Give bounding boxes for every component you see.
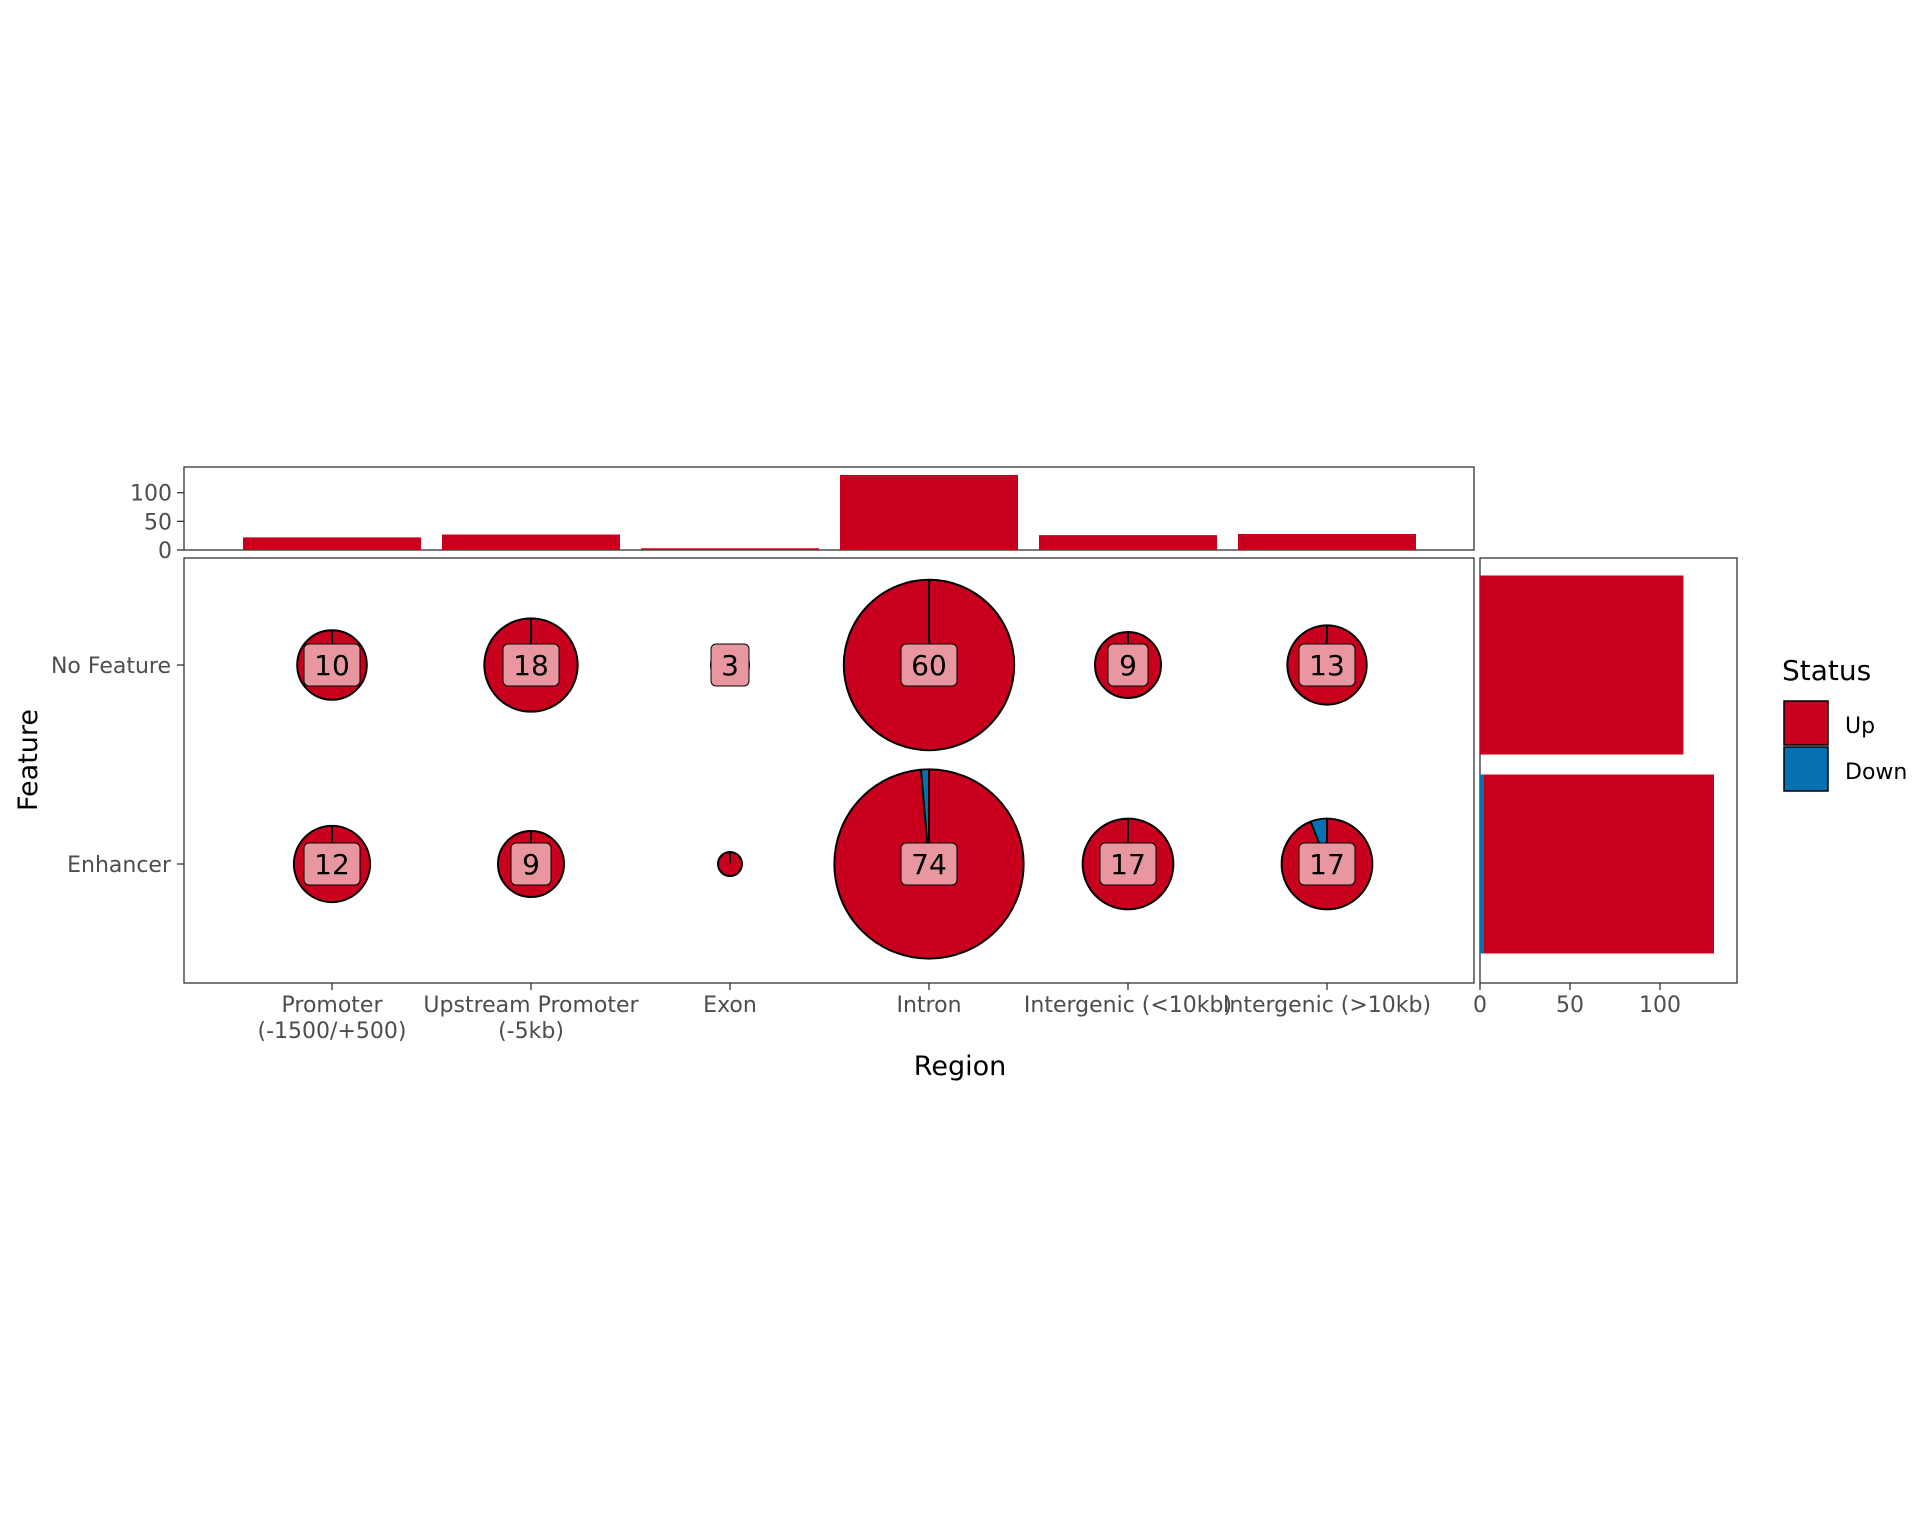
pie-count-label-box xyxy=(1298,842,1356,886)
x-tick-label: Intron xyxy=(896,993,961,1018)
x-axis-title: Region xyxy=(914,1051,1006,1082)
top-marginal-bar-panel: 0 50 100 xyxy=(130,466,1475,564)
legend-title: Status xyxy=(1782,654,1871,687)
top-bar-up-3 xyxy=(840,474,1018,550)
y-tick-label: No Feature xyxy=(51,654,171,679)
pie-count-label-box xyxy=(900,643,958,687)
x-tick-label: Intergenic (>10kb) xyxy=(1223,993,1431,1018)
scatter-pie: 13 xyxy=(1286,624,1368,706)
pie-count-label: 13 xyxy=(1309,649,1345,682)
legend-swatch-up xyxy=(1783,700,1829,746)
right-x-tick-label: 50 xyxy=(1556,993,1584,1018)
scatter-pie: 17 xyxy=(1280,817,1374,911)
top-bar-up-5 xyxy=(1238,533,1416,550)
right-bar-up-0 xyxy=(1480,575,1684,755)
top-bar-up-1 xyxy=(442,534,620,550)
pie-count-label: 60 xyxy=(911,649,947,682)
legend-label-up: Up xyxy=(1845,714,1875,739)
x-tick-label: Exon xyxy=(703,993,757,1018)
x-tick-label: Promoter (-1500/+500) xyxy=(258,993,407,1044)
top-y-tick-label: 100 xyxy=(130,482,172,507)
scatter-pie: 12 xyxy=(292,824,372,904)
pie-count-label-box xyxy=(710,643,750,687)
scatter-pie: 74 xyxy=(833,768,1025,960)
scatter-pie xyxy=(717,851,743,877)
right-x-tick-label: 100 xyxy=(1639,993,1681,1018)
right-marginal-bar-panel: 0 50 100 xyxy=(1473,557,1738,1018)
pie-count-label: 17 xyxy=(1110,848,1146,881)
pie-count-label: 9 xyxy=(1119,649,1137,682)
scatter-pie: 60 xyxy=(842,578,1016,752)
scatter-pie: 10 xyxy=(296,629,368,701)
pie-count-label-box xyxy=(303,643,361,687)
pie-count-label-box xyxy=(303,842,361,886)
pie-count-label-box xyxy=(900,842,958,886)
y-axis-title: Feature xyxy=(13,709,44,811)
top-bar-up-0 xyxy=(243,537,421,550)
pie-count-label-box xyxy=(502,643,560,687)
pie-count-label: 17 xyxy=(1309,848,1345,881)
right-bar-down-1 xyxy=(1480,774,1484,954)
legend-label-down: Down xyxy=(1845,760,1907,785)
legend: Status Up Down xyxy=(1782,654,1907,792)
pie-count-label: 18 xyxy=(513,649,549,682)
legend-swatch-down xyxy=(1783,746,1829,792)
scatter-pie-panel: 10 18 3 60 9 13 12 9 74 17 17 Promoter (-1500/+500)… xyxy=(13,557,1475,1082)
scatter-pie: 18 xyxy=(483,617,579,713)
scatter-pie: 3 xyxy=(709,643,751,687)
x-tick-label: Intergenic (<10kb) xyxy=(1024,993,1232,1018)
x-tick-label: Upstream Promoter (-5kb) xyxy=(423,993,639,1044)
y-tick-label: Enhancer xyxy=(67,853,172,878)
scatter-pie: 9 xyxy=(1094,631,1162,699)
pie-count-label-box xyxy=(1099,842,1157,886)
pie-count-label-box xyxy=(1298,643,1356,687)
main-panel-border xyxy=(183,557,1475,984)
top-y-tick-label: 50 xyxy=(144,510,172,535)
pie-count-label: 12 xyxy=(314,848,350,881)
pie-count-label: 9 xyxy=(522,848,540,881)
scatter-pie: 17 xyxy=(1081,817,1175,911)
pie-count-label: 3 xyxy=(721,649,739,682)
pie-count-label-box xyxy=(1107,643,1149,687)
top-bar-up-2 xyxy=(641,548,819,550)
pie-count-label-box xyxy=(510,842,552,886)
right-x-tick-label: 0 xyxy=(1473,993,1487,1018)
scatter-pie: 9 xyxy=(497,830,565,898)
top-y-tick-label: 0 xyxy=(158,539,172,564)
pie-count-label: 74 xyxy=(911,848,947,881)
pie-count-label: 10 xyxy=(314,649,350,682)
top-bar-up-4 xyxy=(1039,535,1217,550)
right-bar-up-1 xyxy=(1483,774,1714,954)
